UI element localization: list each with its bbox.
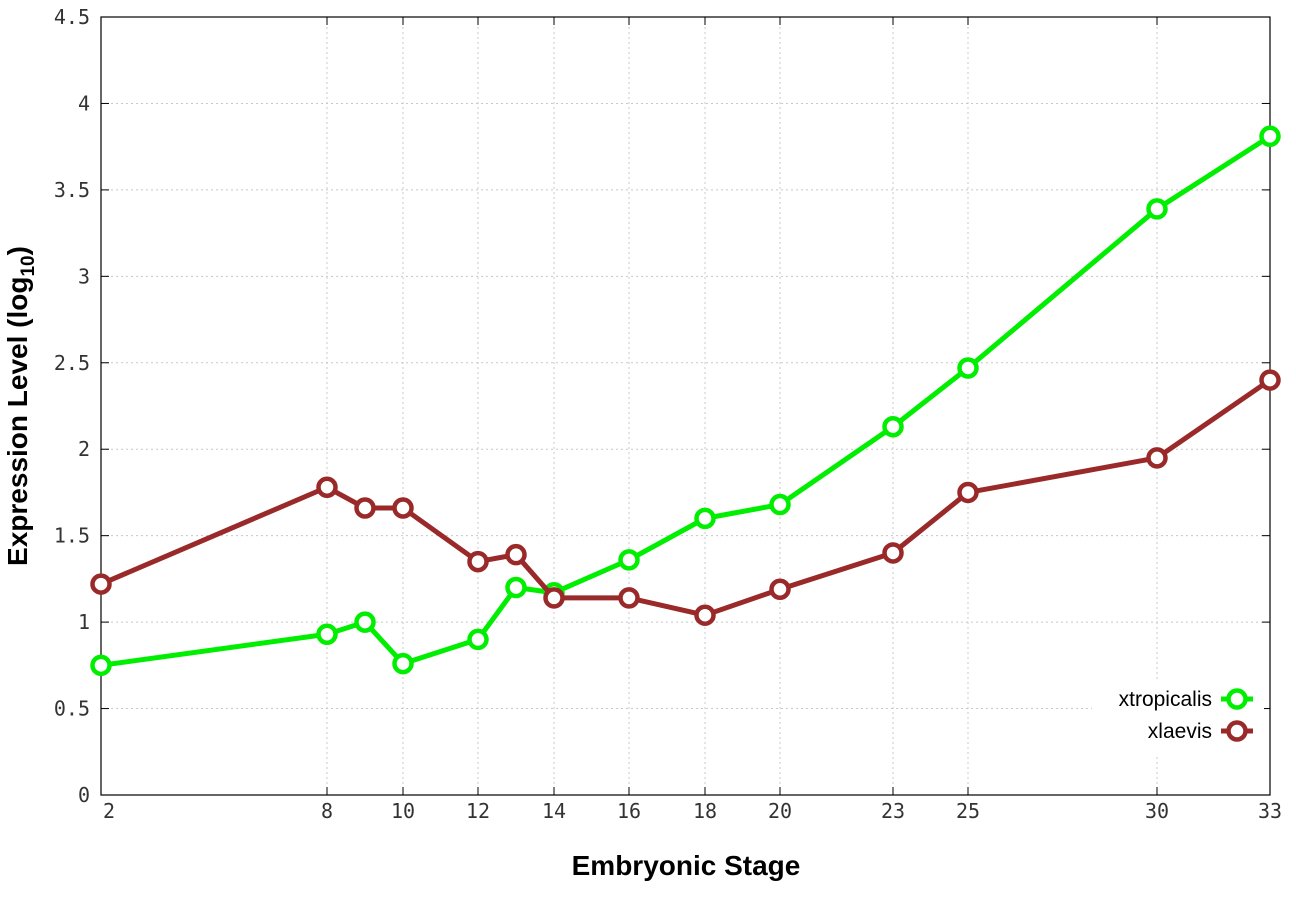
data-point-xlaevis-13 xyxy=(505,543,527,566)
x-tick-label: 14 xyxy=(542,799,566,823)
data-point-xtropicalis-12 xyxy=(467,628,489,651)
x-tick-label: 30 xyxy=(1145,799,1169,823)
data-point-xtropicalis-9 xyxy=(354,611,376,633)
data-point-xtropicalis-33 xyxy=(1259,125,1281,148)
y-tick-label: 2.5 xyxy=(54,351,90,375)
y-tick-label: 0 xyxy=(78,783,90,807)
plot-frame xyxy=(100,16,1271,796)
y-tick-label: 4.5 xyxy=(54,5,90,29)
data-point-xtropicalis-18 xyxy=(694,507,716,530)
data-point-xlaevis-8 xyxy=(316,476,338,499)
data-point-xtropicalis-20 xyxy=(769,493,791,516)
y-tick-label: 4 xyxy=(78,91,90,115)
grid-lines xyxy=(101,17,1270,795)
data-point-xlaevis-2 xyxy=(90,573,112,595)
data-point-xlaevis-33 xyxy=(1259,369,1281,391)
data-point-xtropicalis-30 xyxy=(1146,198,1168,220)
y-tick-label: 2 xyxy=(78,437,90,461)
x-tick-label: 10 xyxy=(391,799,415,823)
y-tick-label: 3 xyxy=(78,264,90,288)
legend: xtropicalis xlaevis xyxy=(1092,682,1264,754)
series-line-xlaevis xyxy=(100,378,1272,618)
data-point-xlaevis-25 xyxy=(957,481,979,504)
x-axis: 2 8 10 12 14 16 18 20 23 25 30 33 xyxy=(100,17,1282,823)
x-tick-label: 23 xyxy=(881,799,905,823)
series-group xyxy=(90,125,1281,677)
x-tick-label: 16 xyxy=(617,799,641,823)
legend-label-xtropicalis: xtropicalis xyxy=(1119,688,1212,711)
data-point-xtropicalis-25 xyxy=(957,357,979,379)
x-tick-label: 20 xyxy=(768,799,792,823)
data-point-xtropicalis-13 xyxy=(505,576,527,599)
data-point-xlaevis-18 xyxy=(694,604,716,626)
data-point-xlaevis-9 xyxy=(354,497,376,519)
data-point-xlaevis-14 xyxy=(543,587,565,609)
legend-marker-xtropicalis xyxy=(1226,688,1248,710)
y-axis-title-main: Expression Level (log xyxy=(2,277,33,566)
data-point-xtropicalis-10 xyxy=(392,652,414,675)
data-point-xtropicalis-2 xyxy=(90,654,112,677)
y-tick-label: 0.5 xyxy=(54,697,90,721)
data-point-xlaevis-12 xyxy=(467,550,489,573)
y-axis: 0 0.5 1 1.5 2 2.5 3 3.5 4 4.5 xyxy=(54,5,1270,807)
x-tick-label: 33 xyxy=(1258,799,1282,823)
x-tick-label: 2 xyxy=(103,799,115,823)
data-point-xtropicalis-16 xyxy=(618,549,640,571)
data-point-xlaevis-16 xyxy=(618,587,640,609)
legend-marker-xlaevis xyxy=(1226,720,1248,742)
x-tick-label: 8 xyxy=(321,799,333,823)
x-axis-title: Embryonic Stage xyxy=(572,850,801,881)
y-tick-label: 1.5 xyxy=(54,524,90,548)
data-point-xlaevis-30 xyxy=(1146,447,1168,469)
data-point-xtropicalis-8 xyxy=(316,623,338,645)
y-tick-label: 1 xyxy=(78,610,90,634)
data-point-xlaevis-23 xyxy=(882,542,904,564)
y-axis-title-subscript: 10 xyxy=(18,255,39,276)
data-point-xtropicalis-23 xyxy=(882,415,904,438)
legend-label-xlaevis: xlaevis xyxy=(1148,720,1212,743)
y-axis-title: Expression Level (log10) xyxy=(2,246,39,566)
data-point-xlaevis-20 xyxy=(769,578,791,601)
data-point-xlaevis-10 xyxy=(392,497,414,519)
series-line-xtropicalis xyxy=(100,134,1272,668)
x-tick-label: 25 xyxy=(956,799,980,823)
x-tick-label: 18 xyxy=(693,799,717,823)
y-tick-label: 3.5 xyxy=(54,178,90,202)
x-tick-label: 12 xyxy=(466,799,490,823)
y-axis-title-close: ) xyxy=(2,246,33,255)
